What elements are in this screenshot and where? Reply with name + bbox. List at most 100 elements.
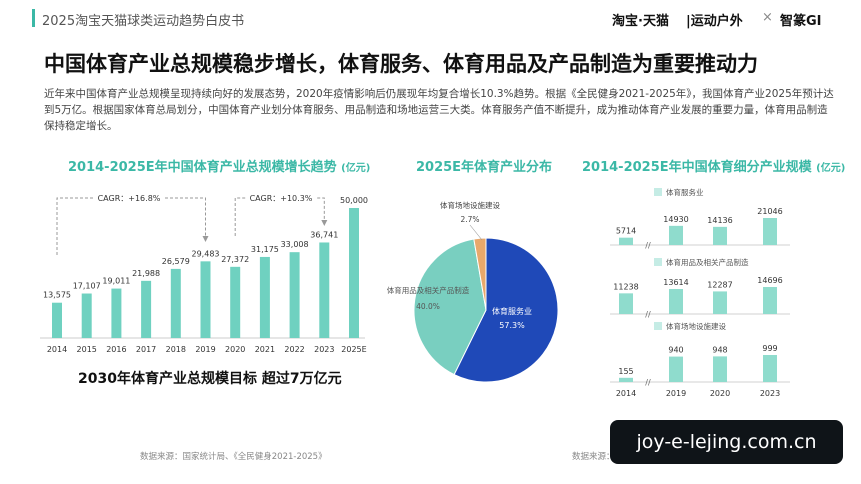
chart1-title-text: 2014-2025E年中国体育产业总规模增长趋势	[68, 160, 337, 175]
chart3-value-label-2-2023: 999	[762, 344, 777, 353]
brand-logo-gi: 智篆GI	[780, 14, 822, 29]
chart1-cagr1-label-bg	[94, 191, 164, 205]
chart3-bar-2-2020	[713, 356, 727, 382]
chart3-tick-label-2019: 2019	[666, 389, 686, 398]
pie-label-venues: 体育场地设施建设	[440, 200, 500, 210]
chart1-value-label-2023: 36,741	[310, 230, 338, 239]
pie-label-products: 体育用品及相关产品制造	[387, 285, 470, 295]
chart1-bar-2018	[170, 268, 181, 338]
source-note-right: 数据来源：	[572, 452, 615, 462]
pie-leader-venues	[469, 224, 483, 241]
chart1-cagr2-label: CAGR：+10.3%	[250, 194, 313, 203]
chart1-bar-2014	[52, 302, 62, 338]
chart3-legend-label-2: 体育场地设施建设	[666, 321, 726, 331]
chart1-value-label-2014: 13,575	[43, 291, 71, 300]
chart3-axis-break-0: //	[645, 241, 651, 250]
chart3-axis-break-2: //	[645, 378, 651, 387]
chart3-bar-0-2023	[763, 218, 777, 245]
chart3-axis-break-1: //	[645, 310, 651, 319]
chart2-title: 2025E年体育产业分布	[416, 160, 553, 175]
chart3-legend-label-0: 体育服务业	[666, 187, 704, 197]
chart1-cagr2-label-bg	[246, 191, 316, 205]
chart1-value-label-2020: 27,372	[221, 255, 249, 264]
chart1-tick-label-2023: 2023	[314, 345, 334, 354]
page-title: 中国体育产业总规模稳步增长，体育服务、体育用品及产品制造为重要推动力	[44, 52, 758, 76]
chart1-value-label-2016: 19,011	[102, 277, 130, 286]
chart3-value-label-0-2023: 21046	[757, 207, 782, 216]
pie-slice-1	[413, 238, 487, 376]
chart1-tick-label-2015: 2015	[77, 345, 97, 354]
chart3-bar-2-2019	[669, 356, 683, 382]
chart1-value-label-2015: 17,107	[73, 282, 101, 291]
chart3-bar-0-2014	[619, 237, 633, 245]
source-note-left: 数据来源：国家统计局、《全民健身2021-2025》	[140, 452, 327, 462]
chart3-bar-0-2020	[713, 226, 727, 245]
chart3-value-label-2-2019: 940	[668, 346, 683, 355]
chart3-title: 2014-2025E年中国体育细分产业规模 (亿元)	[582, 156, 845, 175]
chart1-bar-2025E	[349, 208, 359, 338]
brand-outdoor: |运动户外	[686, 14, 743, 29]
brand-taobao-tmall: 淘宝·天猫	[612, 14, 669, 29]
chart3-legend-label-1: 体育用品及相关产品制造	[666, 257, 749, 267]
chart1-cagr1-label: CAGR：+16.8%	[98, 194, 161, 203]
chart3-title-text: 2014-2025E年中国体育细分产业规模	[582, 160, 812, 175]
chart3-legend-swatch-0	[654, 188, 662, 196]
chart3-value-label-0-2014: 5714	[616, 227, 636, 236]
chart1-tick-label-2021: 2021	[255, 345, 275, 354]
chart1-value-label-2025E: 50,000	[340, 196, 368, 205]
chart1-bar-2021	[259, 256, 270, 338]
chart1-title: 2014-2025E年中国体育产业总规模增长趋势 (亿元)	[68, 156, 370, 175]
chart1-bar-2019	[200, 261, 211, 338]
chart1-tick-label-2014: 2014	[47, 345, 67, 354]
pie-value-products: 40.0%	[416, 302, 440, 311]
chart3-bar-1-2023	[763, 287, 777, 314]
pie-slice-0	[453, 237, 559, 383]
chart3-value-label-1-2020: 12287	[707, 280, 732, 289]
chart3-bar-1-2020	[713, 291, 727, 314]
chart3-tick-label-2014: 2014	[616, 389, 636, 398]
chart3-value-label-1-2019: 13614	[663, 278, 688, 287]
chart1-bar-2016	[111, 288, 122, 338]
chart1-value-label-2018: 26,579	[162, 257, 190, 266]
chart3-value-label-0-2020: 14136	[707, 216, 732, 225]
pie-label-service: 体育服务业	[492, 306, 532, 316]
chart1-tick-label-2016: 2016	[106, 345, 126, 354]
report-title: 2025淘宝天猫球类运动趋势白皮书	[42, 14, 245, 29]
pie-slice-2	[473, 237, 487, 311]
chart1-cagr1-arrow	[202, 236, 209, 242]
chart1-value-label-2017: 21,988	[132, 269, 160, 278]
chart1-tick-label-2017: 2017	[136, 345, 156, 354]
chart1-value-label-2021: 31,175	[251, 245, 279, 254]
header-accent-bar	[32, 9, 35, 27]
chart1-cagr1-connector	[56, 197, 206, 255]
chart1-bar-2022	[289, 252, 300, 338]
brand-separator: ×	[762, 10, 773, 25]
chart3-value-label-2-2014: 155	[618, 367, 633, 376]
chart1-bar-2023	[319, 242, 330, 338]
pie-value-venues: 2.7%	[460, 215, 479, 224]
chart1-cagr2-arrow	[321, 220, 328, 226]
chart1-tick-label-2018: 2018	[166, 345, 186, 354]
intro-paragraph: 近年来中国体育产业总规模呈现持续向好的发展态势，2020年疫情影响后仍展现年均复…	[44, 88, 834, 132]
chart1-tick-label-2022: 2022	[284, 345, 304, 354]
chart1-tick-label-2019: 2019	[195, 345, 215, 354]
chart3-bar-2-2023	[763, 355, 777, 382]
chart3-bar-2-2014	[619, 377, 633, 382]
chart3-tick-label-2023: 2023	[760, 389, 780, 398]
chart1-unit: (亿元)	[341, 163, 371, 174]
chart1-tick-label-2020: 2020	[225, 345, 245, 354]
chart3-value-label-1-2023: 14696	[757, 276, 782, 285]
pie-value-service: 57.3%	[499, 321, 525, 330]
chart1-bar-2017	[141, 280, 152, 338]
chart1-tick-label-2025E: 2025E	[341, 345, 366, 354]
chart3-value-label-1-2014: 11238	[613, 282, 638, 291]
report-header: 2025淘宝天猫球类运动趋势白皮书 淘宝·天猫 |运动户外 × 智篆GI	[0, 0, 861, 36]
chart3-bar-0-2019	[669, 225, 683, 245]
chart1-bar-2020	[230, 266, 241, 338]
chart3-unit: (亿元)	[816, 163, 846, 174]
target-2030-text: 2030年体育产业总规模目标 超过7万亿元	[78, 371, 342, 387]
chart3-bar-1-2019	[669, 288, 683, 314]
chart1-value-label-2022: 33,008	[281, 240, 309, 249]
chart3-tick-label-2020: 2020	[710, 389, 730, 398]
